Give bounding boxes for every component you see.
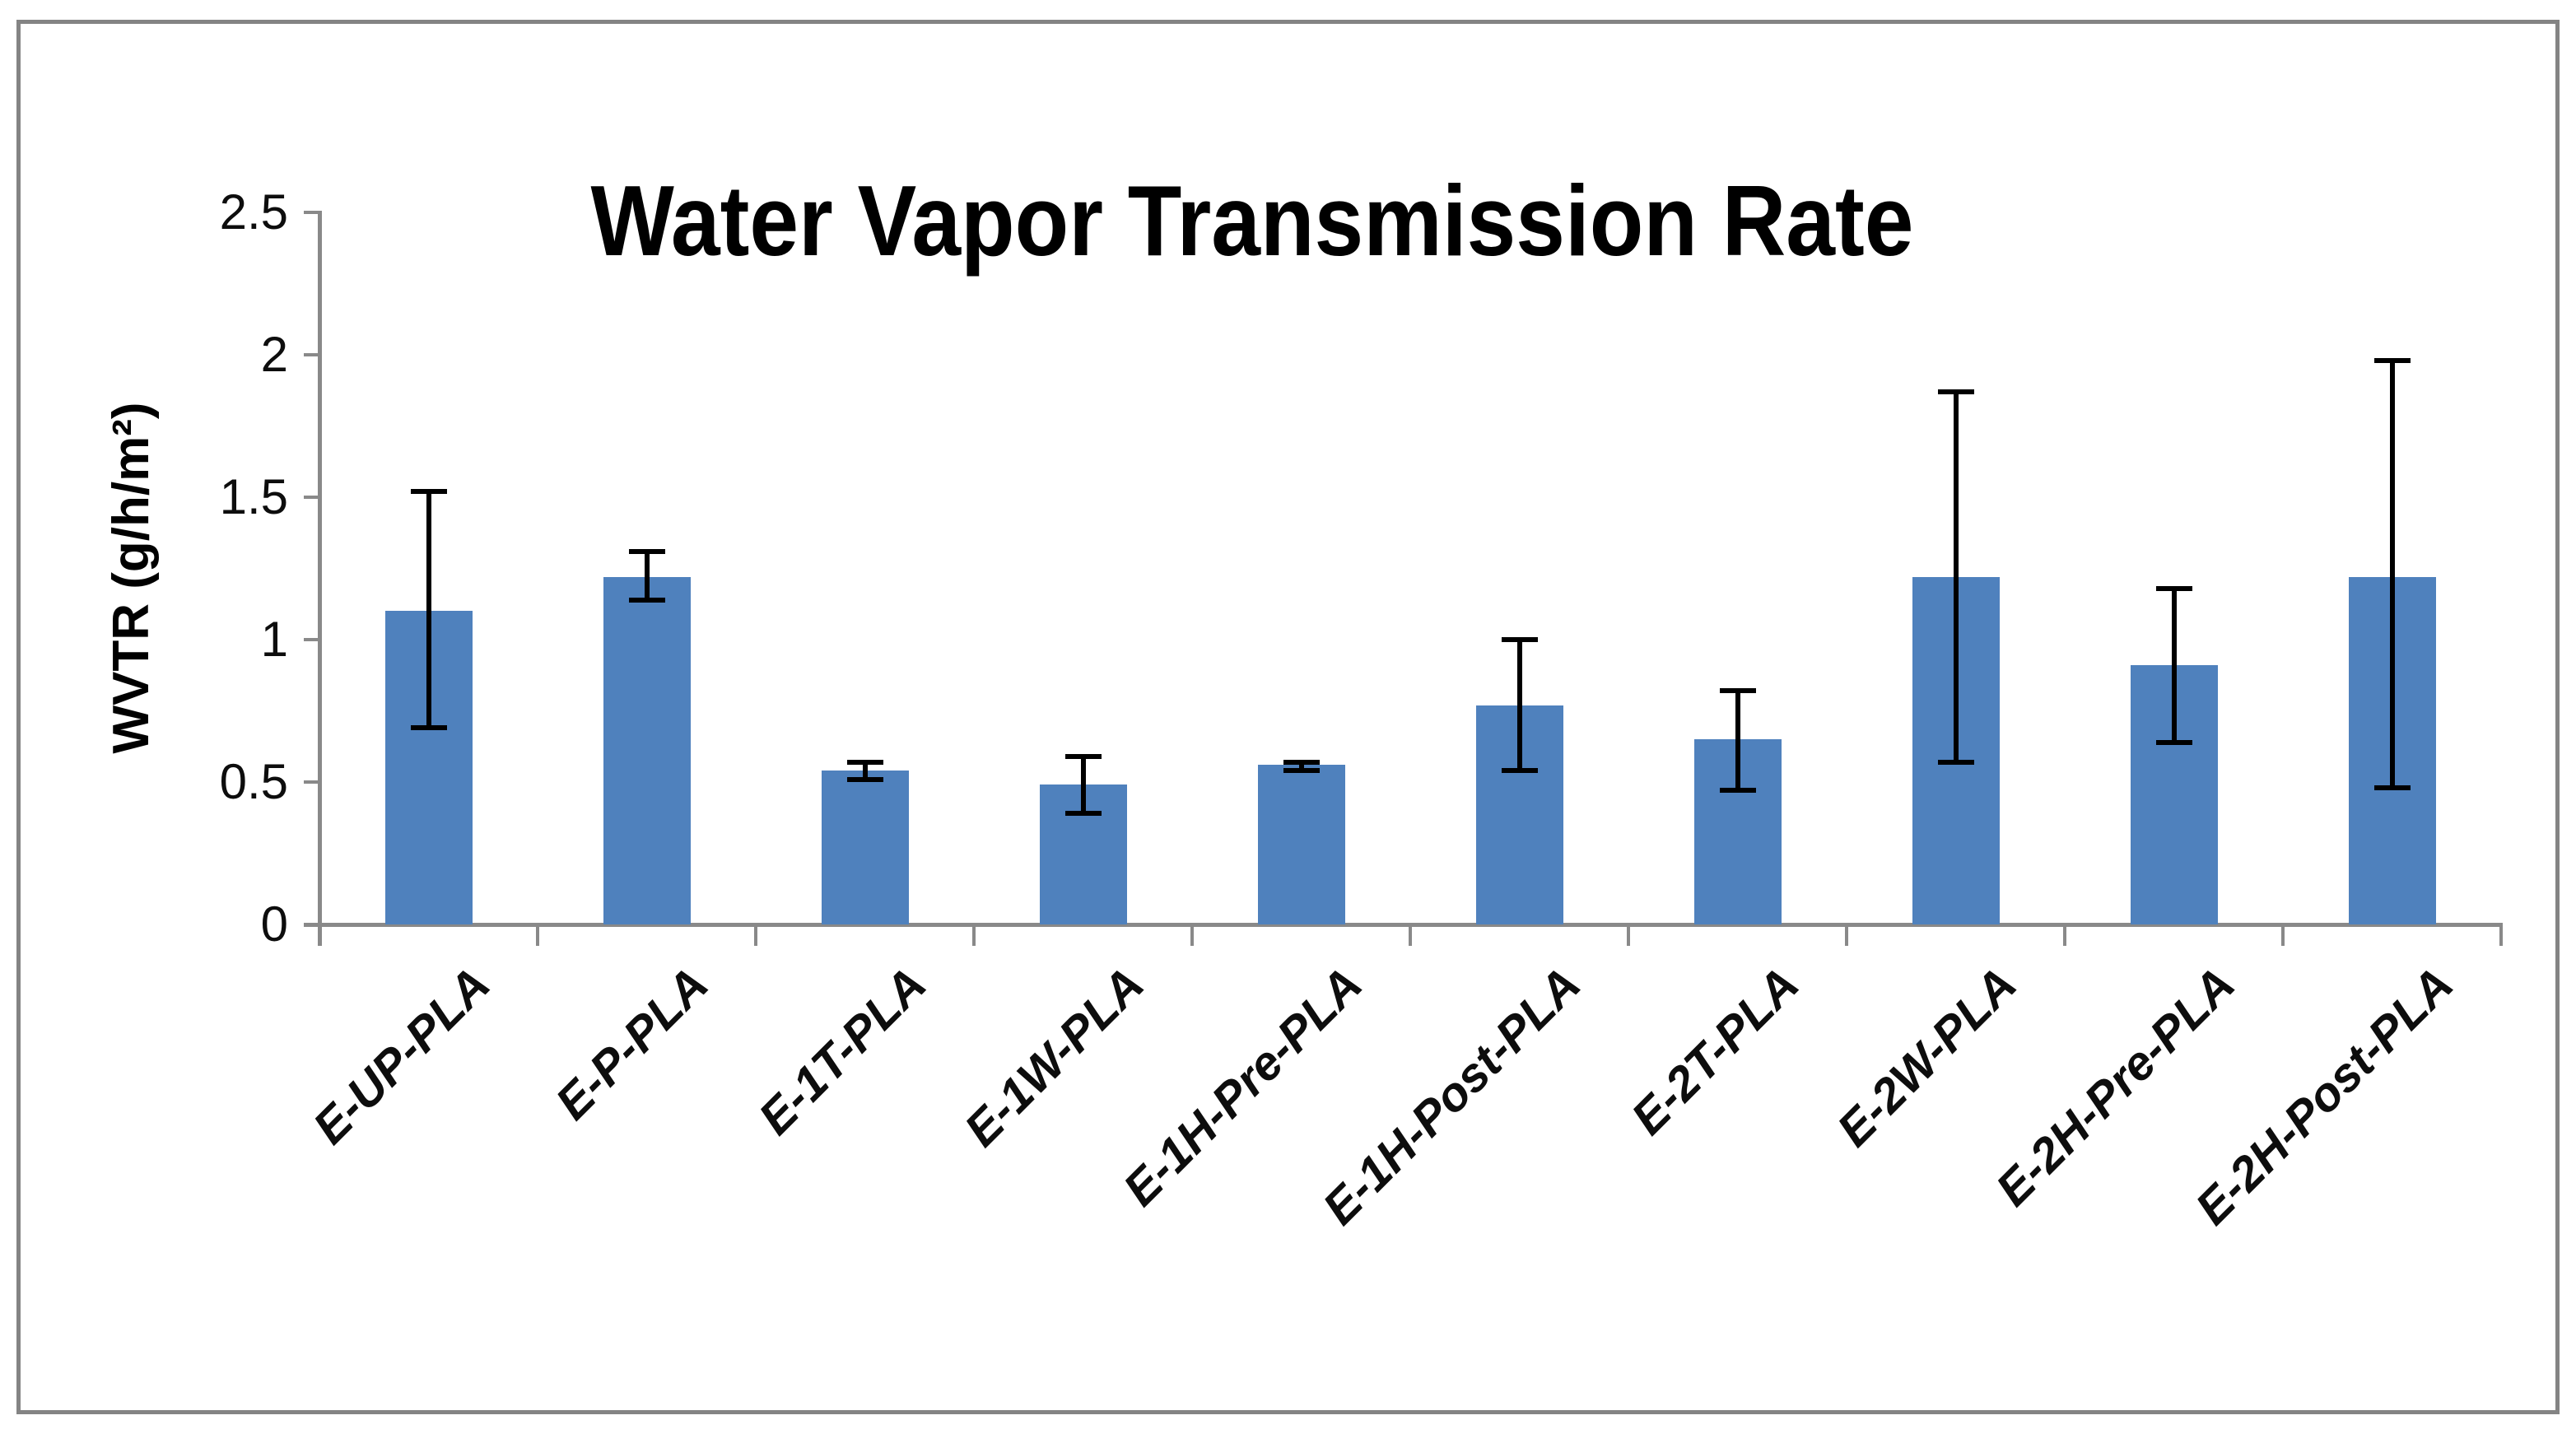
error-bar-cap <box>1937 759 1974 765</box>
error-bar-line <box>2171 588 2177 743</box>
error-bar-line <box>644 551 650 600</box>
chart-title: Water Vapor Transmission Rate <box>590 165 1914 277</box>
y-axis-tick <box>304 496 319 499</box>
error-bar-cap <box>1064 811 1102 817</box>
y-axis-tick <box>304 923 319 926</box>
x-axis-tick <box>1190 923 1194 946</box>
error-bar-line <box>1516 640 1522 771</box>
error-bar-line <box>2389 360 2395 788</box>
error-bar-line <box>426 491 431 729</box>
x-axis-line <box>304 923 2503 927</box>
error-bar-cap <box>1283 759 1320 765</box>
error-bar-cap <box>2155 585 2192 591</box>
error-bar-line <box>1953 391 1959 762</box>
plot-area <box>319 212 2501 924</box>
bar-e-1t-pla <box>821 771 909 924</box>
error-bar-line <box>1298 761 1304 771</box>
y-tick-label: 2.5 <box>219 184 288 240</box>
bar-e-1h-pre-pla <box>1257 765 1345 924</box>
error-bar-cap <box>1719 788 1756 794</box>
error-bar-cap <box>2373 785 2411 790</box>
bar-e-p-pla <box>603 576 691 924</box>
error-bar-cap <box>846 759 883 765</box>
x-axis-tick <box>972 923 976 946</box>
error-bar-cap <box>1937 389 1974 394</box>
x-axis-tick <box>754 923 757 946</box>
error-bar-line <box>862 761 868 780</box>
y-tick-label: 1.5 <box>219 469 288 524</box>
y-tick-label: 0.5 <box>219 754 288 809</box>
y-axis-line <box>318 211 322 946</box>
y-tick-label: 0 <box>260 896 288 952</box>
error-bar-line <box>1735 691 1740 791</box>
x-axis-tick <box>2063 923 2066 946</box>
error-bar-cap <box>846 776 883 782</box>
y-axis-tick <box>304 780 319 784</box>
error-bar-line <box>1080 756 1086 814</box>
error-bar-cap <box>628 548 665 554</box>
x-axis-tick <box>2281 923 2285 946</box>
y-axis-tick <box>304 353 319 356</box>
error-bar-cap <box>2155 739 2192 745</box>
y-axis-tick <box>304 638 319 641</box>
error-bar-cap <box>628 597 665 603</box>
error-bar-cap <box>1501 768 1538 774</box>
x-axis-tick <box>318 923 321 946</box>
x-axis-tick <box>1409 923 1412 946</box>
error-bar-cap <box>410 489 447 495</box>
x-axis-tick <box>1627 923 1630 946</box>
error-bar-cap <box>410 725 447 731</box>
y-tick-label: 2 <box>260 327 288 382</box>
error-bar-cap <box>1283 768 1320 774</box>
error-bar-cap <box>1501 637 1538 642</box>
error-bar-cap <box>1719 688 1756 694</box>
error-bar-cap <box>2373 357 2411 363</box>
y-axis-tick <box>304 211 319 214</box>
x-axis-tick <box>1845 923 1848 946</box>
error-bar-cap <box>1064 753 1102 759</box>
y-tick-label: 1 <box>260 612 288 667</box>
x-axis-tick <box>2499 923 2503 946</box>
x-axis-tick <box>536 923 539 946</box>
